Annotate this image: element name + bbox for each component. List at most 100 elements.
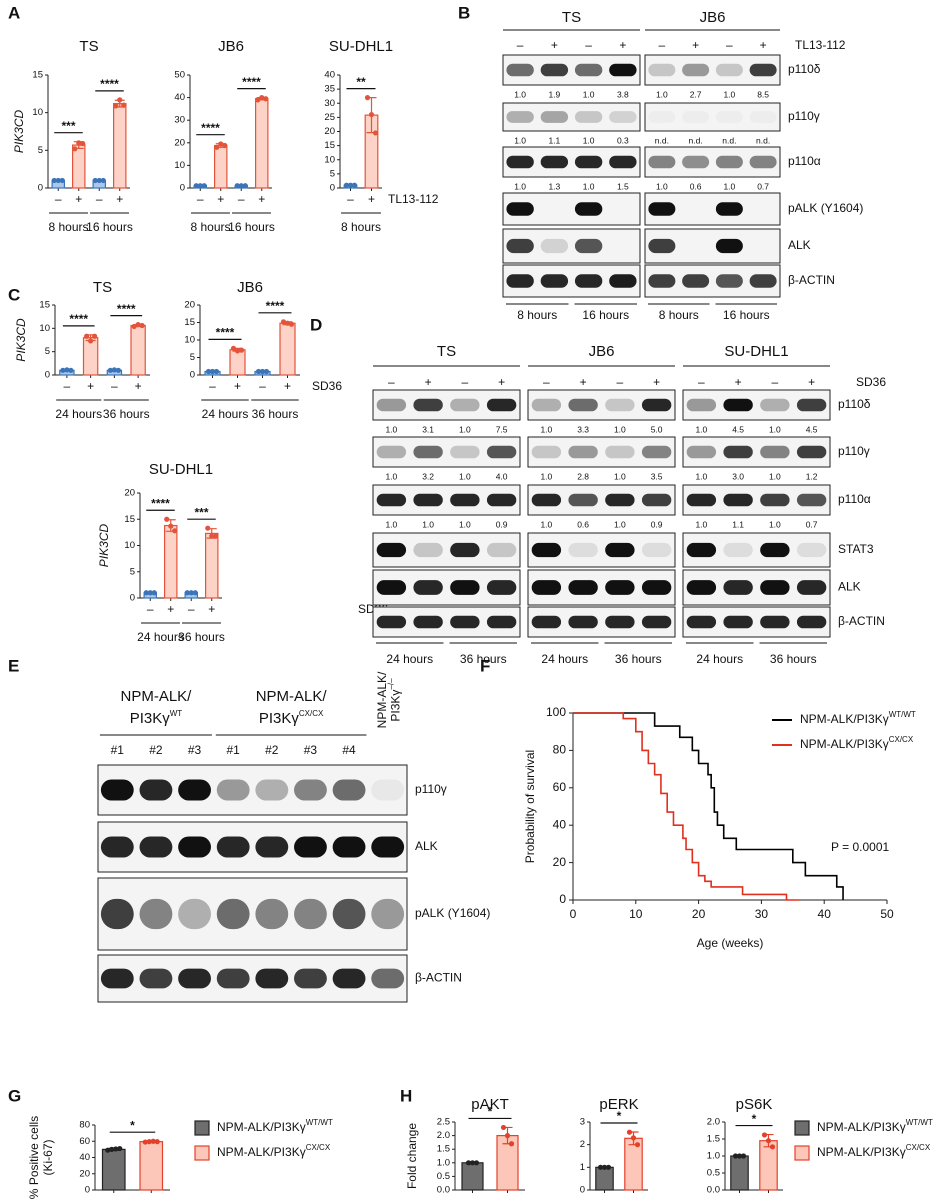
blot-band <box>413 493 443 507</box>
bar <box>279 322 296 376</box>
blot-band <box>531 398 562 412</box>
blot-band <box>294 836 327 858</box>
x-tick-label: – <box>238 192 245 206</box>
significance-label: **** <box>100 77 119 91</box>
y-axis-label: PIK3CD <box>14 318 28 362</box>
blot-band <box>531 445 562 459</box>
bar <box>214 144 228 189</box>
bar <box>164 524 178 599</box>
time-label: 36 hours <box>615 652 662 666</box>
data-point <box>192 590 198 596</box>
blot-band <box>568 615 598 629</box>
y-tick-label: 0 <box>45 370 50 381</box>
legend-swatch <box>194 1145 210 1161</box>
lane-label: + <box>619 38 626 52</box>
y-tick-label: 10 <box>32 107 43 118</box>
quantification: 3.8 <box>617 89 629 99</box>
blot-band <box>486 542 517 558</box>
y-tick-label: 10 <box>184 335 195 346</box>
y-tick-label: 35 <box>324 84 335 95</box>
blot-band <box>749 63 777 77</box>
legend-label: NPM-ALK/PI3KγCX/CX <box>800 735 914 751</box>
lane-label: #3 <box>188 743 202 757</box>
blot-band <box>574 155 603 169</box>
blot-band <box>760 445 790 459</box>
bar <box>205 532 219 599</box>
quantification: 1.0 <box>583 135 595 145</box>
x-tick-label: 10 <box>629 907 643 921</box>
blot-band <box>413 580 443 595</box>
y-tick-label: 80 <box>79 1120 90 1131</box>
blot-band <box>294 898 327 930</box>
data-point <box>201 183 207 189</box>
blot-band <box>332 836 366 858</box>
blot-band <box>178 898 211 930</box>
quantification: 1.0 <box>514 89 526 99</box>
data-point <box>732 1153 739 1159</box>
data-point <box>601 1164 608 1170</box>
y-tick-label: 40 <box>79 1152 90 1163</box>
y-tick-label: 10 <box>124 540 135 551</box>
time-label: 24 hours <box>386 652 433 666</box>
y-tick-label: 5 <box>190 352 195 363</box>
data-point <box>146 1139 152 1145</box>
data-point <box>205 368 212 375</box>
lane-label: + <box>692 38 699 52</box>
y-tick-label: 1.5 <box>437 1144 450 1155</box>
row-label: p110γ <box>415 782 447 796</box>
data-point <box>143 590 149 596</box>
data-point <box>368 111 375 118</box>
blot-band <box>723 398 753 412</box>
data-point <box>139 322 145 329</box>
data-point <box>605 1164 612 1170</box>
blot-band <box>531 493 562 507</box>
y-tick-label: 2.0 <box>437 1130 450 1141</box>
quantification: 4.0 <box>496 471 508 481</box>
quantification: 3.5 <box>651 471 663 481</box>
blot-band <box>749 155 777 169</box>
blot-band <box>413 542 443 558</box>
quantification: 1.0 <box>385 519 397 529</box>
data-point <box>105 1147 111 1153</box>
data-point <box>234 348 241 354</box>
blot-band <box>686 493 717 507</box>
y-tick-label: 10 <box>174 160 185 171</box>
blot-band <box>376 615 407 629</box>
quantification: 3.0 <box>732 471 744 481</box>
blot-band <box>715 155 743 169</box>
data-point <box>147 590 153 596</box>
bar <box>130 324 146 376</box>
data-point <box>111 367 117 373</box>
data-point <box>364 95 371 101</box>
blot-band <box>796 580 827 595</box>
data-point <box>469 1160 476 1166</box>
blot-band <box>450 580 480 595</box>
blot-band <box>760 398 790 412</box>
data-point <box>76 140 82 146</box>
treatment-label: TL13-112 <box>388 192 439 206</box>
blot-band <box>605 542 635 558</box>
quantification: n.d. <box>689 135 703 145</box>
header-line: PI3KγCX/CX <box>259 709 324 727</box>
lane-label: #1 <box>111 743 125 757</box>
y-tick-label: 0.0 <box>437 1185 450 1196</box>
lane-label: – <box>726 38 733 52</box>
row-label: pALK (Y1604) <box>415 906 490 920</box>
blot-band <box>413 445 443 459</box>
data-point <box>504 1133 511 1139</box>
chart-title: JB6 <box>218 38 244 55</box>
significance-label: **** <box>151 496 170 510</box>
blot-band <box>332 898 366 930</box>
legend-label-base: NPM-ALK/PI3Kγ <box>817 1145 906 1159</box>
quantification: 1.0 <box>614 424 626 434</box>
blot-band <box>796 445 827 459</box>
legend-label-sup: CX/CX <box>306 1143 331 1152</box>
blot-band <box>723 445 753 459</box>
y-tick-label: 15 <box>184 317 195 328</box>
time-label: 24 hours <box>541 652 588 666</box>
data-point <box>218 141 224 147</box>
quantification: 1.0 <box>385 424 397 434</box>
y-tick-label: 25 <box>324 112 335 123</box>
group-label: 16 hours <box>228 220 275 234</box>
